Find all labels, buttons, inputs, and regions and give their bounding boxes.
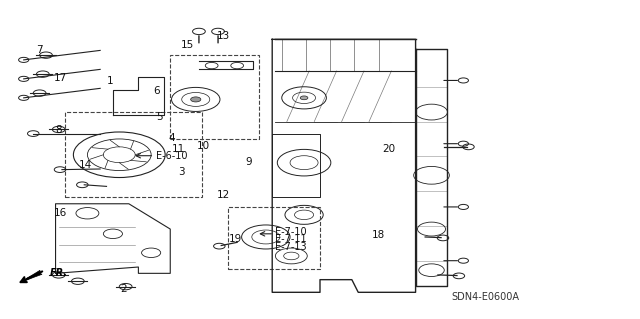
Text: 14: 14 bbox=[79, 160, 92, 170]
Text: FR.: FR. bbox=[50, 268, 68, 278]
Text: 12: 12 bbox=[216, 190, 230, 200]
Text: 15: 15 bbox=[181, 40, 194, 50]
Text: 7: 7 bbox=[36, 45, 43, 56]
Text: E-7-10: E-7-10 bbox=[275, 226, 307, 237]
Text: SDN4-E0600A: SDN4-E0600A bbox=[452, 292, 520, 302]
Text: 17: 17 bbox=[53, 73, 67, 83]
Text: 5: 5 bbox=[156, 112, 163, 122]
Circle shape bbox=[300, 96, 308, 100]
Text: E-7-11: E-7-11 bbox=[275, 234, 307, 244]
Text: 3: 3 bbox=[179, 167, 185, 177]
Text: E-6-10: E-6-10 bbox=[156, 151, 187, 161]
Text: 6: 6 bbox=[153, 85, 159, 96]
Text: 4: 4 bbox=[169, 133, 175, 143]
Text: 19: 19 bbox=[229, 234, 243, 244]
Text: 11: 11 bbox=[172, 145, 185, 154]
Text: E-7-13: E-7-13 bbox=[275, 242, 307, 252]
Text: 1: 1 bbox=[106, 76, 113, 86]
Circle shape bbox=[191, 97, 201, 102]
Text: 16: 16 bbox=[53, 208, 67, 218]
Text: 10: 10 bbox=[197, 141, 210, 151]
Text: 2: 2 bbox=[120, 284, 127, 293]
Text: 20: 20 bbox=[382, 145, 396, 154]
Text: 13: 13 bbox=[216, 31, 230, 41]
Text: 18: 18 bbox=[372, 230, 385, 240]
Text: 9: 9 bbox=[245, 157, 252, 167]
Text: 8: 8 bbox=[56, 125, 62, 135]
